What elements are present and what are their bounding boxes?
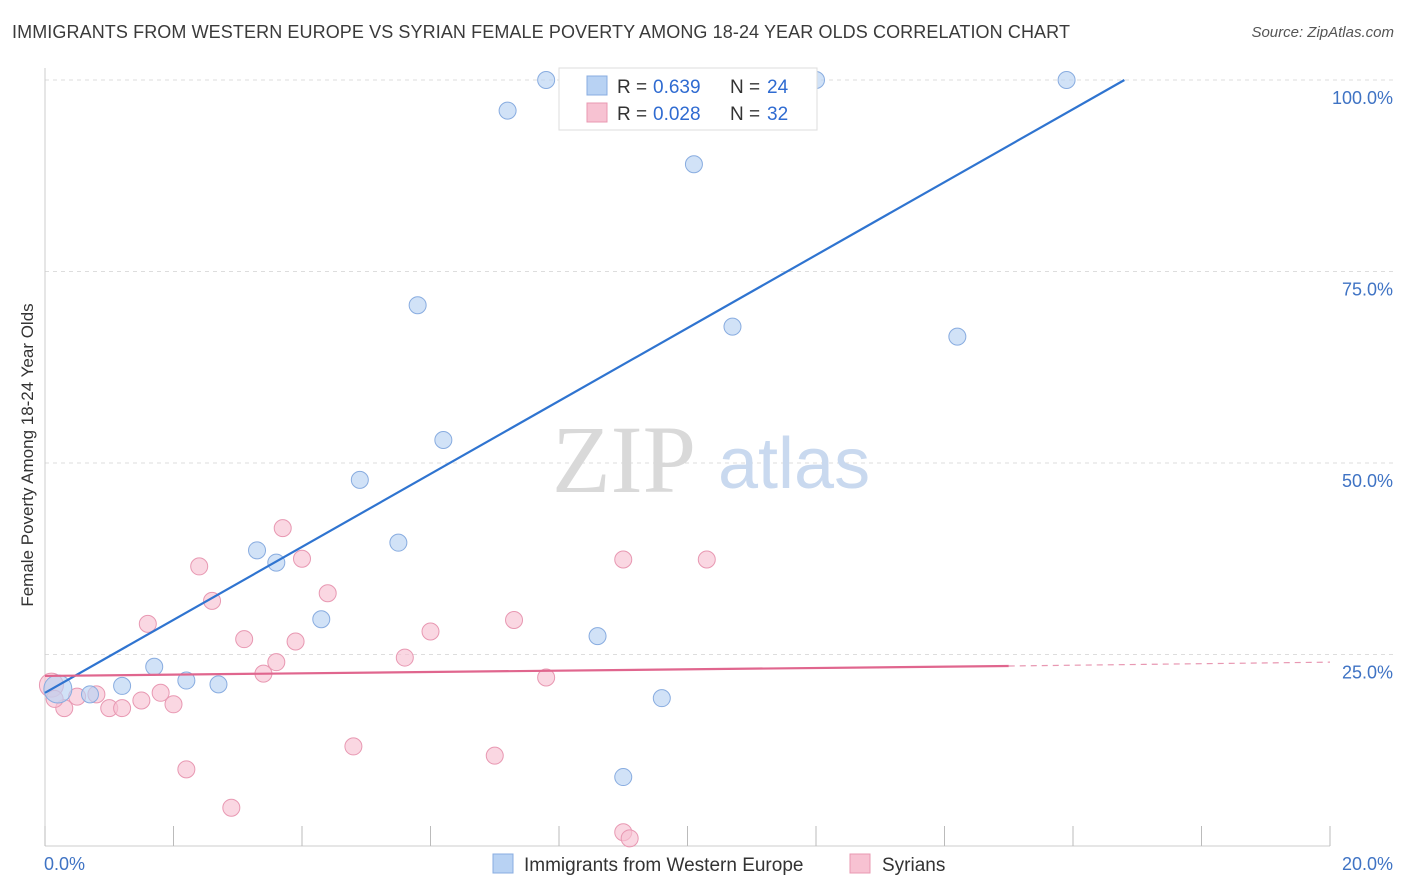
western-europe-point (389, 533, 408, 552)
stats-n-value-blue: 24 (767, 77, 789, 98)
syrians-point (344, 737, 363, 756)
syrians-point (286, 632, 305, 651)
syrians-point (614, 550, 633, 569)
stats-n-label-pink: N = (730, 104, 760, 125)
western-europe-point (209, 675, 228, 694)
western-europe-point (434, 431, 453, 450)
syrians-point (267, 653, 286, 672)
western-europe-point (113, 676, 132, 695)
western-europe-point (614, 768, 633, 787)
watermark-atlas: atlas (718, 424, 870, 504)
stats-n-label-blue: N = (730, 77, 760, 98)
syrians-point (132, 691, 151, 710)
y-axis-label: Female Poverty Among 18-24 Year Olds (18, 303, 37, 606)
y-tick-label: 75.0% (1342, 280, 1393, 300)
syrians-point (293, 549, 311, 568)
syrians-point (697, 550, 716, 569)
western-europe-trend-line (44, 79, 1125, 694)
syrians-point (151, 683, 170, 702)
syrians-trend-line-extension (1008, 661, 1331, 667)
stats-swatch-blue (586, 75, 608, 96)
western-europe-point (537, 71, 556, 89)
legend-swatch-syrians (849, 853, 871, 874)
x-tick-labels: 0.0% 20.0% (44, 854, 1393, 874)
stats-r-value-blue: 0.639 (653, 77, 701, 98)
western-europe-point (350, 470, 369, 489)
syrians-point (395, 648, 414, 667)
western-europe-point (652, 689, 671, 708)
syrians-point (505, 611, 524, 630)
x-tick-label: 0.0% (44, 854, 85, 874)
x-tick-label: 20.0% (1342, 854, 1393, 874)
syrians-point (537, 668, 556, 687)
source-label: Source: ZipAtlas.com (1251, 24, 1394, 41)
syrians-point (235, 630, 254, 649)
syrians-point (190, 557, 209, 576)
syrians-point (273, 519, 292, 538)
western-europe-point (684, 155, 703, 174)
stats-r-label-pink: R = (617, 104, 647, 125)
western-europe-point (248, 541, 267, 560)
western-europe-point (1057, 71, 1076, 89)
western-europe-point (177, 671, 196, 690)
syrians-point (485, 746, 504, 765)
western-europe-point (145, 657, 164, 676)
syrians-trend-line (44, 664, 1009, 678)
western-europe-point (723, 317, 742, 336)
syrians-points (38, 519, 716, 848)
watermark-zip: ZIP (552, 406, 696, 513)
stats-swatch-pink (586, 102, 608, 123)
legend-label-syrians: Syrians (882, 855, 945, 876)
syrians-point (222, 798, 241, 817)
trend-lines (44, 79, 1331, 694)
western-europe-point (408, 296, 427, 315)
y-tick-label: 50.0% (1342, 471, 1393, 491)
syrians-point (164, 695, 183, 714)
western-europe-point (80, 685, 99, 704)
western-europe-point (588, 627, 607, 646)
y-tick-labels: 25.0% 50.0% 75.0% 100.0% (1332, 88, 1393, 683)
stats-r-label-blue: R = (617, 77, 647, 98)
bottom-legend: Immigrants from Western Europe Syrians (492, 853, 945, 876)
syrians-point (113, 699, 132, 718)
western-europe-point (948, 327, 967, 346)
legend-swatch-western-europe (492, 853, 514, 874)
stats-legend: R = 0.639 N = 24 R = 0.028 N = 32 (558, 67, 818, 131)
watermark: ZIP atlas (552, 406, 870, 513)
y-tick-label: 25.0% (1342, 663, 1393, 683)
legend-label-western-europe: Immigrants from Western Europe (524, 855, 803, 876)
chart-title: IMMIGRANTS FROM WESTERN EUROPE VS SYRIAN… (12, 22, 1071, 42)
syrians-point (318, 584, 337, 603)
syrians-point (177, 760, 196, 779)
syrians-point (138, 614, 157, 633)
gridlines (45, 79, 1395, 655)
western-europe-point (498, 101, 517, 120)
stats-r-value-pink: 0.028 (653, 104, 701, 125)
syrians-point (620, 829, 639, 848)
y-tick-label: 100.0% (1332, 88, 1393, 108)
western-europe-point (312, 610, 331, 629)
stats-n-value-pink: 32 (767, 104, 788, 125)
axes (44, 68, 1331, 847)
syrians-point (421, 622, 440, 641)
